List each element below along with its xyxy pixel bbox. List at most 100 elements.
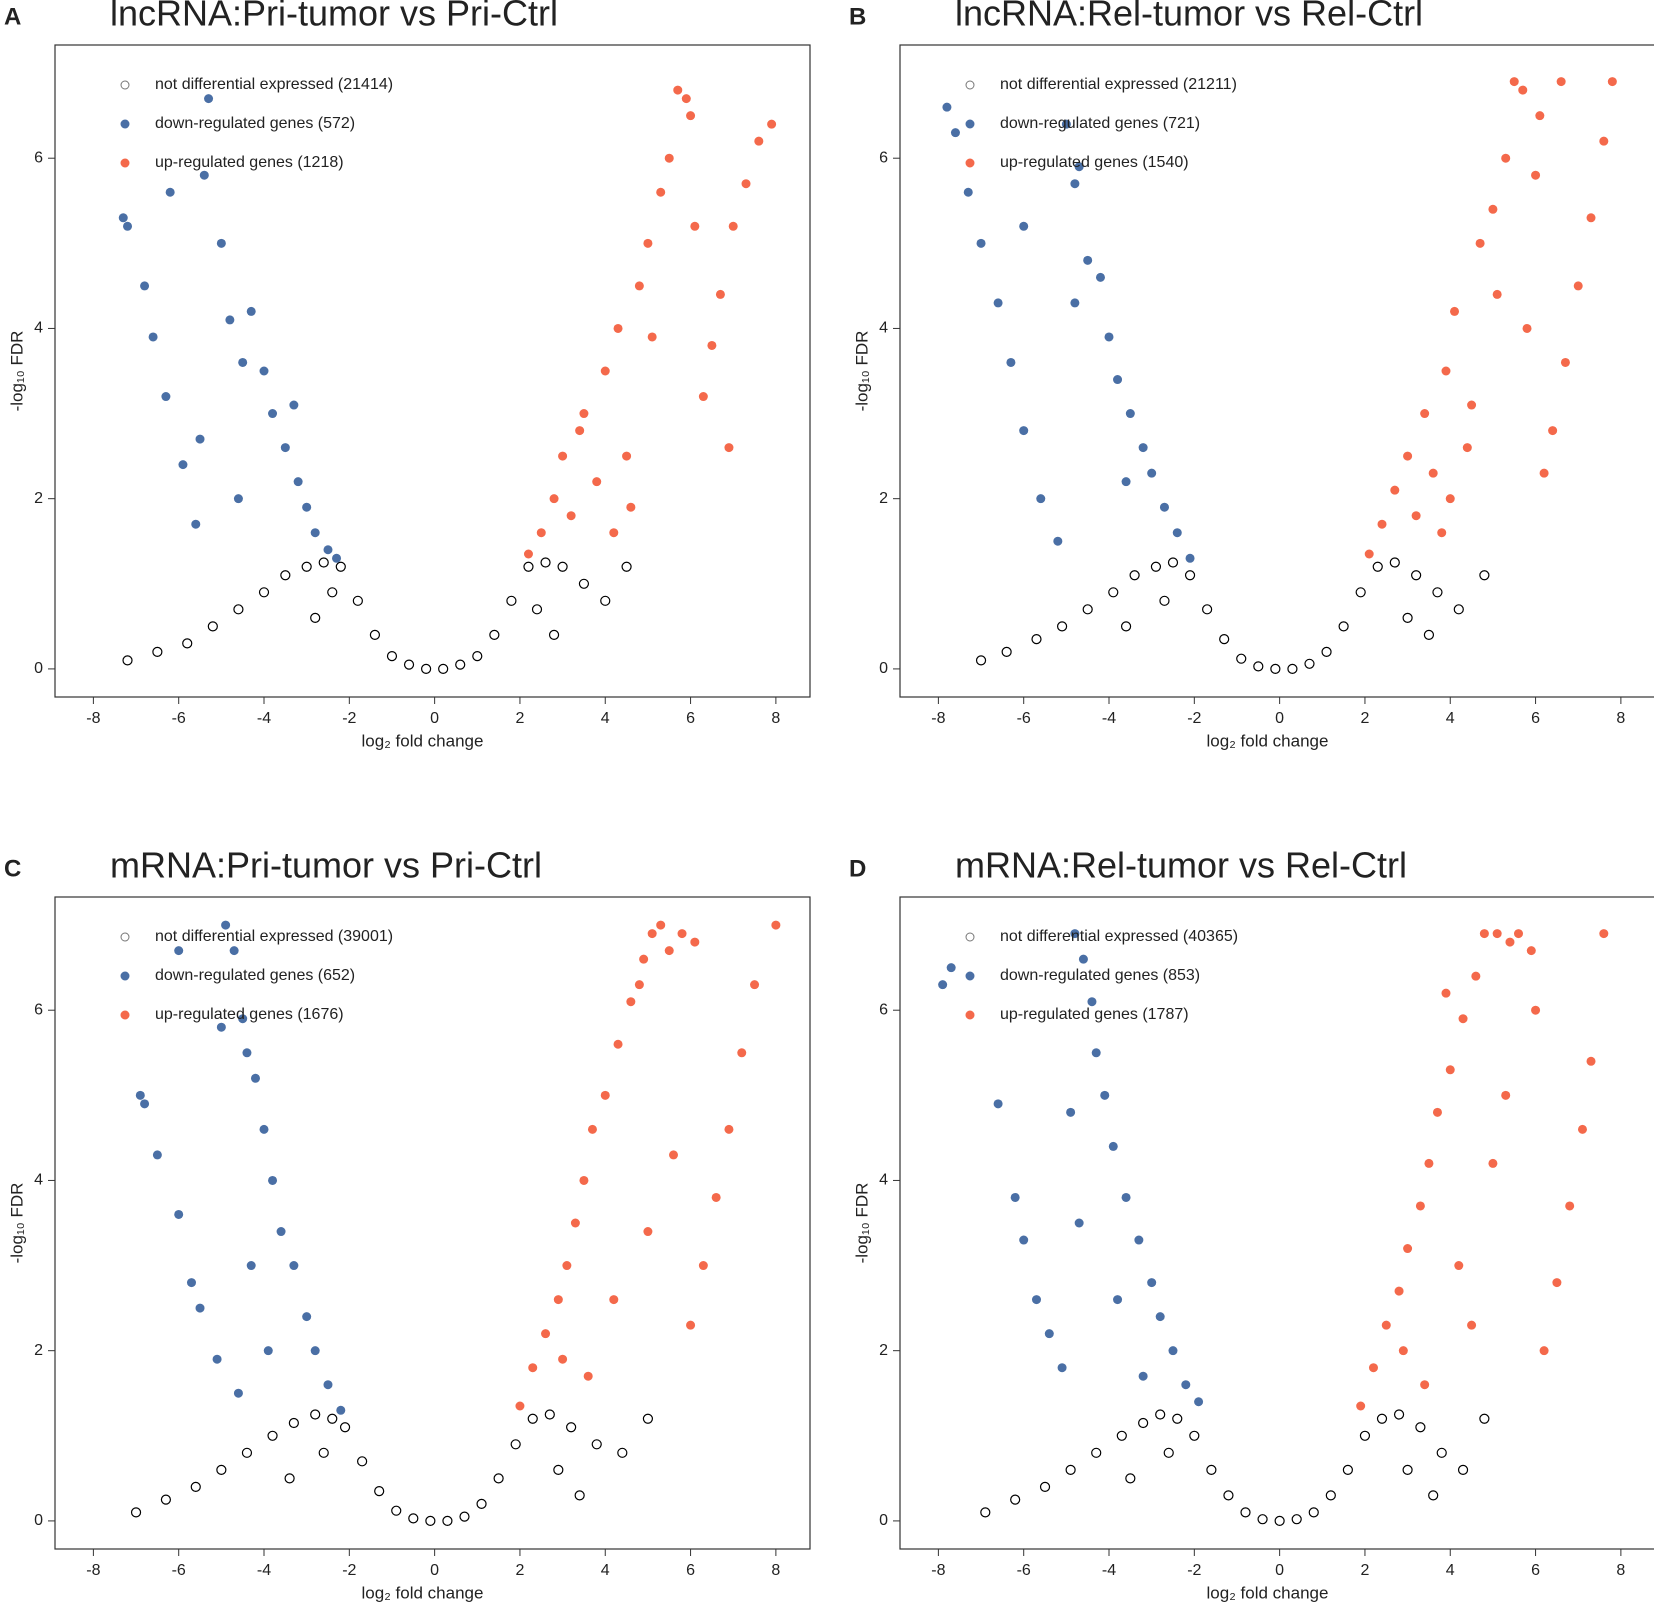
panel-label: B bbox=[849, 3, 866, 30]
legend-label: down-regulated genes (652) bbox=[155, 967, 355, 984]
point bbox=[1065, 1464, 1076, 1475]
point bbox=[1501, 1090, 1511, 1100]
point bbox=[332, 553, 342, 563]
point bbox=[195, 434, 205, 444]
point bbox=[263, 1346, 273, 1356]
point bbox=[339, 1422, 351, 1433]
point bbox=[647, 332, 657, 342]
point bbox=[476, 1498, 487, 1509]
point bbox=[472, 651, 483, 662]
point bbox=[1138, 443, 1148, 453]
point bbox=[1108, 1141, 1118, 1151]
point bbox=[1194, 1397, 1204, 1407]
point bbox=[1445, 494, 1455, 504]
x-tick-label: -2 bbox=[342, 1562, 356, 1579]
point bbox=[1057, 1363, 1067, 1373]
x-tick-label: -6 bbox=[1017, 710, 1031, 727]
point bbox=[523, 549, 533, 559]
point bbox=[425, 1515, 436, 1527]
point bbox=[1531, 170, 1541, 180]
point bbox=[335, 561, 346, 572]
y-tick-label: 6 bbox=[34, 1001, 43, 1018]
x-tick-label: 8 bbox=[1616, 1562, 1625, 1579]
point bbox=[741, 179, 751, 189]
y-axis-label: -log₁₀ FDR bbox=[852, 1183, 871, 1264]
y-tick-label: 4 bbox=[34, 320, 43, 337]
point bbox=[656, 920, 666, 930]
point bbox=[642, 1413, 654, 1424]
point bbox=[767, 119, 777, 129]
point bbox=[1479, 929, 1489, 939]
point bbox=[1287, 663, 1298, 675]
point bbox=[1056, 621, 1068, 632]
point bbox=[1168, 1346, 1178, 1356]
point bbox=[634, 281, 644, 291]
x-tick-label: -2 bbox=[342, 710, 356, 727]
point bbox=[225, 315, 235, 325]
point bbox=[1436, 1447, 1447, 1458]
point bbox=[310, 1346, 320, 1356]
point bbox=[1108, 587, 1119, 598]
point bbox=[600, 366, 610, 376]
point bbox=[523, 561, 534, 572]
point bbox=[310, 1409, 321, 1420]
point bbox=[386, 651, 398, 662]
point bbox=[698, 392, 708, 402]
chart-title: mRNA:Pri-tumor vs Pri-Ctrl bbox=[110, 845, 542, 886]
point bbox=[626, 997, 636, 1007]
point bbox=[1457, 1464, 1469, 1475]
point bbox=[1155, 1409, 1166, 1420]
point bbox=[1100, 1090, 1110, 1100]
point bbox=[1189, 1430, 1200, 1441]
point bbox=[647, 929, 657, 939]
y-tick-label: 4 bbox=[879, 1172, 888, 1189]
legend-marker bbox=[120, 1010, 130, 1020]
point bbox=[750, 980, 760, 990]
point bbox=[1492, 289, 1502, 299]
point bbox=[579, 1175, 589, 1185]
point bbox=[1006, 357, 1016, 367]
point bbox=[626, 502, 636, 512]
point bbox=[1104, 332, 1114, 342]
point bbox=[1120, 621, 1132, 632]
point bbox=[1308, 1507, 1319, 1518]
point bbox=[233, 604, 244, 615]
y-axis-label: -log₁₀ FDR bbox=[7, 1183, 26, 1264]
x-axis-label: log₂ fold change bbox=[362, 1583, 484, 1602]
point bbox=[288, 1417, 299, 1429]
point bbox=[135, 1090, 145, 1100]
point bbox=[1518, 85, 1528, 95]
plot-frame bbox=[899, 896, 1654, 1550]
point bbox=[310, 612, 321, 623]
point bbox=[186, 1278, 196, 1288]
point bbox=[1393, 1409, 1405, 1420]
point bbox=[1274, 1515, 1285, 1527]
x-tick-label: 8 bbox=[771, 710, 780, 727]
point bbox=[1010, 1494, 1021, 1505]
point bbox=[707, 340, 717, 350]
point bbox=[1560, 357, 1570, 367]
point bbox=[122, 655, 133, 666]
point bbox=[1070, 179, 1080, 189]
point bbox=[1236, 653, 1247, 664]
point bbox=[1125, 409, 1135, 419]
legend-label: down-regulated genes (572) bbox=[155, 115, 355, 132]
point bbox=[600, 595, 611, 606]
y-tick-label: 0 bbox=[879, 660, 888, 677]
point bbox=[493, 1473, 504, 1484]
point bbox=[130, 1507, 142, 1518]
point bbox=[1116, 1430, 1127, 1441]
legend-marker bbox=[965, 932, 975, 942]
point bbox=[711, 1192, 721, 1202]
point bbox=[1147, 1278, 1157, 1288]
point bbox=[1432, 587, 1443, 598]
point bbox=[238, 357, 248, 367]
point bbox=[1155, 1312, 1165, 1322]
plot-frame bbox=[54, 44, 811, 698]
point bbox=[258, 587, 270, 598]
point bbox=[1522, 323, 1532, 333]
point bbox=[1206, 1464, 1217, 1475]
x-tick-label: 2 bbox=[515, 710, 524, 727]
